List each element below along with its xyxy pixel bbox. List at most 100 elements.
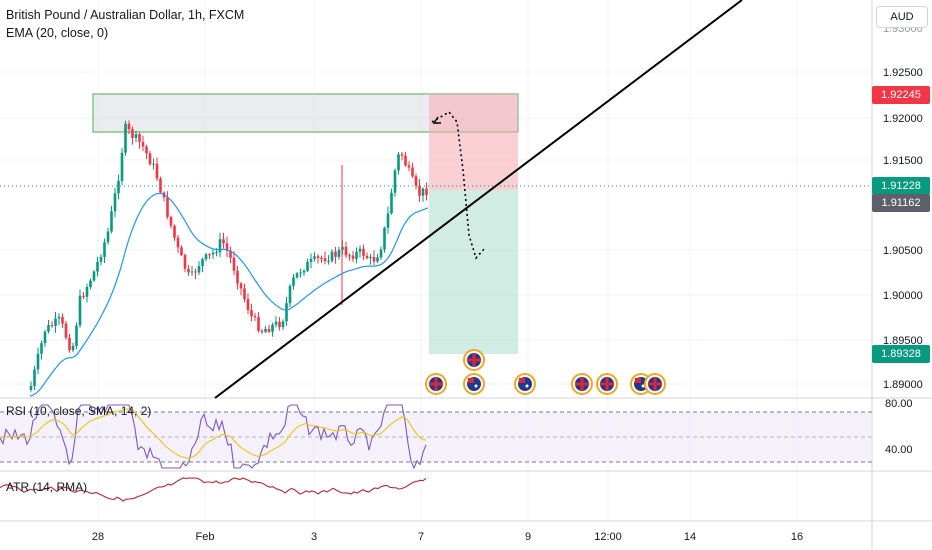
candle-body bbox=[127, 123, 131, 130]
candle-body bbox=[229, 250, 232, 258]
price-tick: 1.92500 bbox=[883, 67, 923, 79]
candle-body bbox=[348, 255, 351, 257]
candle-body bbox=[278, 321, 281, 328]
candle-body bbox=[54, 318, 57, 326]
candle-body bbox=[383, 227, 386, 250]
candle-body bbox=[201, 259, 204, 266]
candle-body bbox=[222, 239, 225, 244]
candle-body bbox=[243, 288, 246, 300]
candle-body bbox=[379, 249, 383, 258]
candle-body bbox=[197, 265, 201, 273]
candle-body bbox=[166, 197, 169, 217]
candle-body bbox=[418, 185, 421, 196]
candle-body bbox=[292, 277, 295, 286]
projected-path-arrow[interactable] bbox=[431, 110, 486, 260]
price-tick: 1.89000 bbox=[883, 379, 923, 391]
candle-body bbox=[82, 295, 85, 297]
uk-flag-icon[interactable] bbox=[425, 373, 447, 395]
candle-body bbox=[411, 167, 414, 177]
economic-events[interactable] bbox=[425, 349, 666, 395]
candle-body bbox=[204, 254, 208, 260]
time-tick: 3 bbox=[311, 531, 317, 543]
candle-body bbox=[159, 178, 162, 193]
rsi-ma-line bbox=[0, 408, 427, 459]
uk-flag-icon[interactable] bbox=[596, 373, 618, 395]
uk-flag-icon[interactable] bbox=[463, 349, 485, 371]
candle-body bbox=[236, 270, 239, 284]
candle-body bbox=[47, 325, 50, 332]
au-flag-icon[interactable] bbox=[514, 373, 536, 395]
symbol-title[interactable]: British Pound / Australian Dollar, 1h, F… bbox=[6, 8, 245, 22]
rsi-legend[interactable]: RSI (10, close, SMA, 14, 2) bbox=[6, 404, 152, 418]
candle-body bbox=[29, 385, 33, 390]
time-tick: 9 bbox=[525, 531, 531, 543]
candle-body bbox=[85, 287, 89, 297]
candle-body bbox=[281, 321, 285, 328]
candle-body bbox=[274, 321, 278, 325]
time-tick: Feb bbox=[196, 531, 215, 543]
arrowhead-icon bbox=[432, 116, 441, 124]
candle-body bbox=[309, 258, 313, 262]
candle-body bbox=[285, 303, 288, 322]
candle-body bbox=[92, 271, 96, 281]
candle-body bbox=[299, 272, 302, 274]
candle-body bbox=[134, 134, 138, 138]
currency-button[interactable]: AUD bbox=[876, 6, 928, 28]
take-profit-zone[interactable] bbox=[429, 190, 518, 354]
rsi-tick: 40.00 bbox=[885, 444, 913, 456]
price-tick: 1.91500 bbox=[883, 155, 923, 167]
candle-body bbox=[316, 256, 320, 259]
candle-body bbox=[414, 176, 418, 186]
ema-price-tag: 1.91162 bbox=[872, 194, 930, 212]
candle-body bbox=[50, 325, 54, 327]
ema-legend[interactable]: EMA (20, close, 0) bbox=[6, 26, 109, 40]
time-tick: 7 bbox=[418, 531, 424, 543]
candle-body bbox=[190, 271, 194, 273]
candle-body bbox=[208, 254, 211, 256]
candle-body bbox=[106, 231, 110, 243]
candle-body bbox=[99, 257, 103, 262]
ema-line bbox=[29, 192, 429, 397]
candle-body bbox=[250, 310, 253, 317]
candle-body bbox=[138, 134, 141, 142]
candle-body bbox=[110, 211, 113, 232]
candle-body bbox=[187, 268, 190, 273]
candle-body bbox=[253, 316, 257, 318]
candle-body bbox=[320, 258, 323, 260]
candle-body bbox=[239, 283, 243, 289]
price-tick: 1.92000 bbox=[883, 113, 923, 125]
price-tick: 1.89500 bbox=[883, 335, 923, 347]
candle-body bbox=[211, 252, 215, 255]
candle-body bbox=[260, 330, 264, 332]
candle-body bbox=[400, 154, 404, 156]
time-tick: 12:00 bbox=[594, 531, 622, 543]
target-price-tag: 1.89328 bbox=[872, 345, 930, 363]
candle-body bbox=[369, 256, 372, 259]
stop-loss-zone[interactable] bbox=[429, 94, 518, 190]
candle-body bbox=[71, 345, 75, 351]
candle-body bbox=[141, 141, 145, 147]
candle-body bbox=[362, 248, 365, 256]
candle-body bbox=[33, 369, 36, 386]
candlestick-series bbox=[29, 120, 428, 392]
candle-body bbox=[302, 270, 306, 273]
candle-body bbox=[61, 316, 64, 324]
au-flag-icon[interactable] bbox=[463, 373, 485, 395]
candle-body bbox=[313, 256, 316, 259]
candle-body bbox=[390, 192, 393, 214]
price-tick: 1.90500 bbox=[883, 245, 923, 257]
candle-body bbox=[421, 188, 425, 196]
candle-body bbox=[96, 261, 99, 272]
uk-flag-icon[interactable] bbox=[571, 373, 593, 395]
candle-body bbox=[64, 323, 68, 338]
ascending-trendline[interactable] bbox=[214, 0, 743, 399]
candle-body bbox=[372, 256, 376, 262]
candle-body bbox=[131, 129, 134, 138]
candle-body bbox=[169, 216, 173, 226]
rsi-line bbox=[0, 404, 427, 470]
candle-body bbox=[155, 163, 159, 179]
uk-flag-icon[interactable] bbox=[644, 373, 666, 395]
time-tick: 16 bbox=[791, 531, 803, 543]
atr-legend[interactable]: ATR (14, RMA) bbox=[6, 480, 88, 494]
